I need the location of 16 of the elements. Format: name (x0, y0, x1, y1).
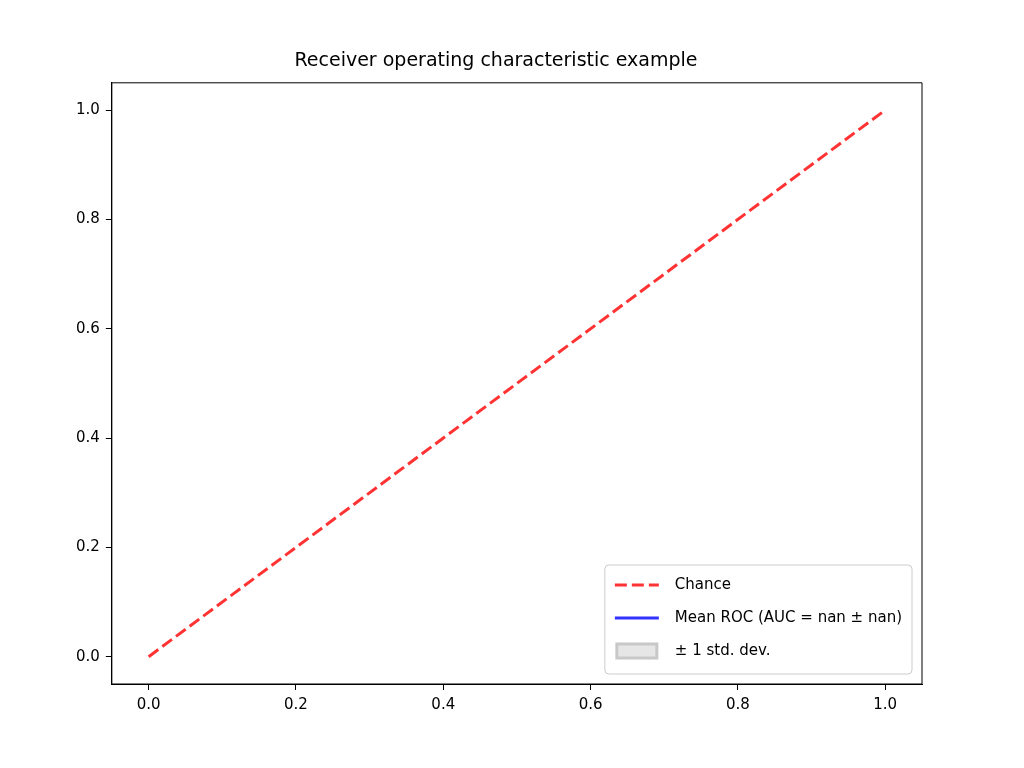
chart-title: Receiver operating characteristic example (294, 48, 698, 71)
x-tick-label: 0.6 (578, 694, 603, 713)
y-tick-label: 0.4 (76, 427, 100, 446)
x-tick-label: 0.4 (431, 694, 456, 713)
y-tick-label: 0.8 (76, 209, 100, 228)
x-tick-label: 0.0 (136, 694, 161, 713)
legend-label: ± 1 std. dev. (674, 640, 771, 659)
x-tick-label: 0.2 (284, 694, 308, 713)
legend-label: Chance (674, 574, 732, 593)
legend-label: Mean ROC (AUC = nan ± nan) (674, 607, 903, 626)
y-tick-label: 0.0 (76, 646, 100, 665)
x-tick-label: 1.0 (873, 694, 898, 713)
y-tick-label: 0.2 (76, 537, 100, 556)
y-tick-label: 0.6 (76, 318, 100, 337)
y-tick-label: 1.0 (76, 100, 100, 119)
x-tick-label: 0.8 (725, 694, 750, 713)
